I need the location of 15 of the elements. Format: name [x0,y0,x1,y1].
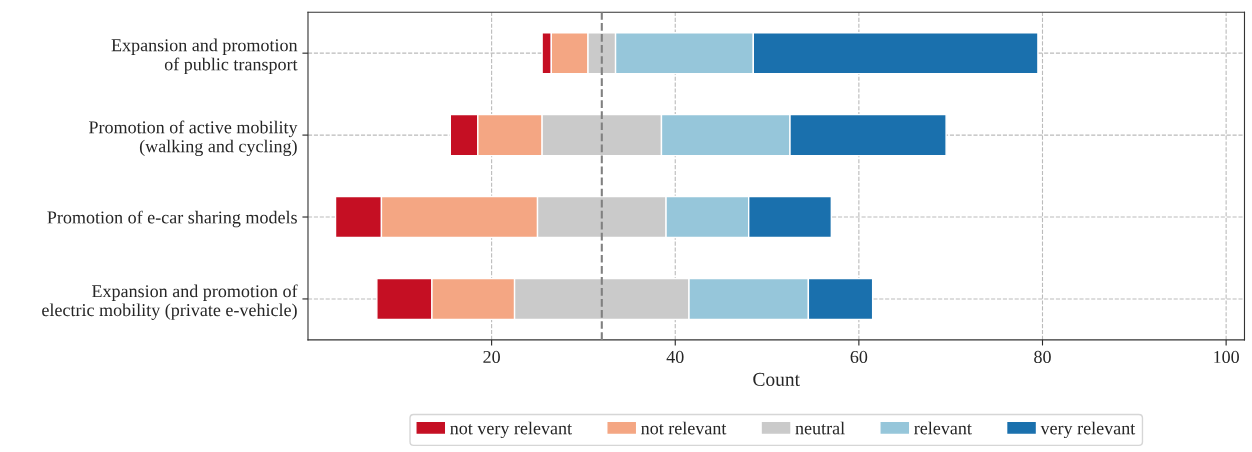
x-tick-label: 80 [1034,350,1051,364]
y-tick-label: Promotion of e-car sharing models [47,210,297,228]
x-tick-label: 60 [850,350,868,364]
x-axis-title: Count [753,372,800,386]
y-tick-label: Promotion of active mobility (walking and cycling) [88,120,298,157]
y-tick-label: Expansion and promotion of public transport [111,38,298,75]
legend-label: neutral [795,421,845,435]
y-tick-label: Expansion and promotion of electric mobility (private e-vehicle) [42,284,298,320]
x-tick-label: 100 [1214,350,1239,364]
legend-label: relevant [914,421,972,435]
legend-label: not relevant [641,421,727,435]
legend-label: very relevant [1040,421,1136,439]
x-tick-label: 40 [666,350,684,364]
legend-label: not very relevant [450,421,572,439]
x-tick-label: 20 [483,350,500,364]
